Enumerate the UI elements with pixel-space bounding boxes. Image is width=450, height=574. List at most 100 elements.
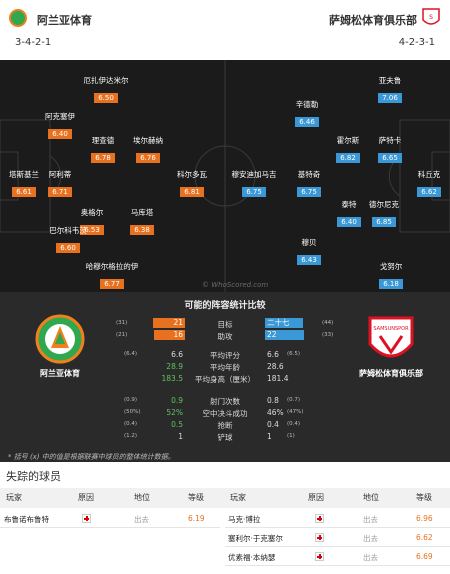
- home-player[interactable]: 厄扎伊达米尔 6.50: [66, 76, 146, 104]
- away-player[interactable]: 霍尔斯 6.82: [308, 136, 388, 164]
- away-header-reason: 原因: [308, 493, 324, 502]
- away-bar-paren: (44): [322, 320, 334, 326]
- player-name[interactable]: 基特奇: [297, 170, 321, 179]
- stat-label: 抢断: [217, 421, 233, 430]
- home-player[interactable]: 奥格尔 6.53: [52, 208, 132, 236]
- player-name[interactable]: 科尔多瓦: [177, 170, 207, 179]
- away-bar-value: 22: [267, 330, 277, 339]
- player-name[interactable]: 阿利蒂: [48, 170, 72, 179]
- stat-label: 平均身高（厘米）: [195, 375, 255, 384]
- away-player[interactable]: 穆安迪加马吉 6.75: [214, 170, 294, 198]
- player-name[interactable]: 戈努尔: [379, 262, 403, 271]
- injury-icon: [315, 552, 324, 561]
- player-name[interactable]: 埃尔赫纳: [133, 136, 163, 145]
- home-header-position: 地位: [134, 493, 150, 502]
- home-player[interactable]: 马库塔 6.38: [102, 208, 182, 236]
- home-player[interactable]: 塔斯基兰 6.61: [0, 170, 64, 198]
- away-team-label[interactable]: 萨姆松体育俱乐部: [359, 369, 423, 378]
- away-stat-value: 1: [267, 432, 272, 441]
- home-header-rating: 等级: [188, 493, 204, 502]
- player-name[interactable]: 塔斯基兰: [9, 170, 39, 179]
- missing-player-name[interactable]: 布鲁诺布鲁特: [4, 515, 49, 524]
- home-stat-value: 0.9: [171, 396, 183, 405]
- injury-icon: [315, 533, 324, 542]
- missing-player-rating: 6.19: [188, 514, 205, 523]
- away-player[interactable]: 科丘克 6.62: [389, 170, 450, 198]
- player-name[interactable]: 阿克塞伊: [45, 112, 75, 121]
- missing-player-position: 出去: [363, 515, 378, 524]
- away-player[interactable]: 戈努尔 6.18: [351, 262, 431, 290]
- away-stat-value: 28.6: [267, 362, 284, 371]
- home-stat-paren: (6.4): [124, 351, 138, 357]
- player-rating: 6.60: [56, 243, 80, 253]
- away-player[interactable]: 泰特 6.40: [309, 200, 389, 228]
- svg-text:S: S: [429, 14, 433, 21]
- player-name[interactable]: 奥格尔: [80, 208, 104, 217]
- away-player[interactable]: 基特奇 6.75: [269, 170, 349, 198]
- missing-player-rating: 6.96: [416, 514, 433, 523]
- home-stat-paren: (0.4): [124, 421, 138, 427]
- home-player[interactable]: 阿克塞伊 6.40: [20, 112, 100, 140]
- player-name[interactable]: 辛德勒: [295, 100, 319, 109]
- player-name[interactable]: 穆安迪加马吉: [231, 170, 277, 179]
- away-stat-value: 0.8: [267, 396, 279, 405]
- home-bar: 16: [154, 330, 185, 340]
- away-header-player: 玩家: [230, 493, 246, 502]
- missing-player-rating: 6.62: [416, 533, 433, 542]
- away-crest-icon: S: [422, 8, 440, 28]
- match-header: 阿兰亚体育 3-4-2-1 萨姆松体育俱乐部 S 4-2-3-1: [0, 0, 450, 60]
- home-stat-paren: (1.2): [124, 433, 138, 439]
- player-rating: 6.75: [242, 187, 266, 197]
- missing-players-section: 失踪的球员 玩家 原因 地位 等级 玩家 原因 地位 等级 布鲁诺布鲁特 出去 …: [0, 462, 450, 574]
- home-player[interactable]: 科尔多瓦 6.81: [152, 170, 232, 198]
- player-name[interactable]: 马库塔: [130, 208, 154, 217]
- home-player[interactable]: 理查德 6.78: [63, 136, 143, 164]
- player-name[interactable]: 哈穆尔格拉的伊: [85, 262, 139, 271]
- missing-player-position: 出去: [134, 515, 149, 524]
- missing-player-name[interactable]: 优素福·本纳瑟: [228, 553, 276, 562]
- home-team-label[interactable]: 阿兰亚体育: [40, 369, 80, 378]
- player-rating: 6.71: [48, 187, 72, 197]
- stat-label: 平均年龄: [210, 363, 240, 372]
- away-bar-value: 二十七: [267, 318, 290, 327]
- home-bar: 21: [153, 318, 185, 328]
- home-big-crest-icon: [35, 314, 85, 364]
- home-team-name[interactable]: 阿兰亚体育: [37, 14, 92, 27]
- player-rating: 6.78: [91, 153, 115, 163]
- home-player[interactable]: 哈穆尔格拉的伊 6.77: [72, 262, 152, 290]
- player-name[interactable]: 巴尔科韦茨: [49, 226, 87, 235]
- player-name[interactable]: 科丘克: [417, 170, 441, 179]
- away-stat-paren: (1): [287, 433, 295, 439]
- player-rating: 6.77: [100, 279, 124, 289]
- player-name[interactable]: 理查德: [91, 136, 115, 145]
- bar-label: 助攻: [217, 332, 233, 341]
- home-stat-value: 1: [178, 432, 183, 441]
- player-name[interactable]: 穆贝: [301, 238, 317, 247]
- home-player[interactable]: 阿利蒂 6.71: [20, 170, 100, 198]
- home-stat-paren: (0.9): [124, 397, 138, 403]
- player-name[interactable]: 亚夫鲁: [378, 76, 402, 85]
- home-crest-icon: [9, 9, 27, 27]
- away-player[interactable]: 亚夫鲁 7.06: [350, 76, 430, 104]
- home-player[interactable]: 埃尔赫纳 6.76: [108, 136, 188, 164]
- away-stat-value: 46%: [267, 408, 284, 417]
- home-header-player: 玩家: [6, 493, 22, 502]
- missing-player-name[interactable]: 塞利尔·于克塞尔: [228, 534, 283, 543]
- injury-icon: [82, 514, 91, 523]
- away-team-name[interactable]: 萨姆松体育俱乐部: [329, 14, 417, 27]
- player-name[interactable]: 萨特卡: [378, 136, 402, 145]
- player-rating: 6.18: [379, 279, 403, 289]
- home-stat-value: 52%: [166, 408, 183, 417]
- away-player[interactable]: 穆贝 6.43: [269, 238, 349, 266]
- away-player[interactable]: 辛德勒 6.46: [267, 100, 347, 128]
- player-name[interactable]: 德尔尼克: [369, 200, 399, 209]
- home-bar-paren: (31): [116, 320, 128, 326]
- away-player[interactable]: 萨特卡 6.65: [350, 136, 430, 164]
- player-name[interactable]: 泰特: [341, 200, 357, 209]
- missing-player-name[interactable]: 马克·博拉: [228, 515, 261, 524]
- away-player[interactable]: 德尔尼克 6.85: [344, 200, 424, 228]
- missing-player-position: 出去: [363, 553, 378, 562]
- player-name[interactable]: 厄扎伊达米尔: [83, 76, 129, 85]
- player-name[interactable]: 霍尔斯: [336, 136, 360, 145]
- home-player[interactable]: 巴尔科韦茨 6.60: [28, 226, 108, 254]
